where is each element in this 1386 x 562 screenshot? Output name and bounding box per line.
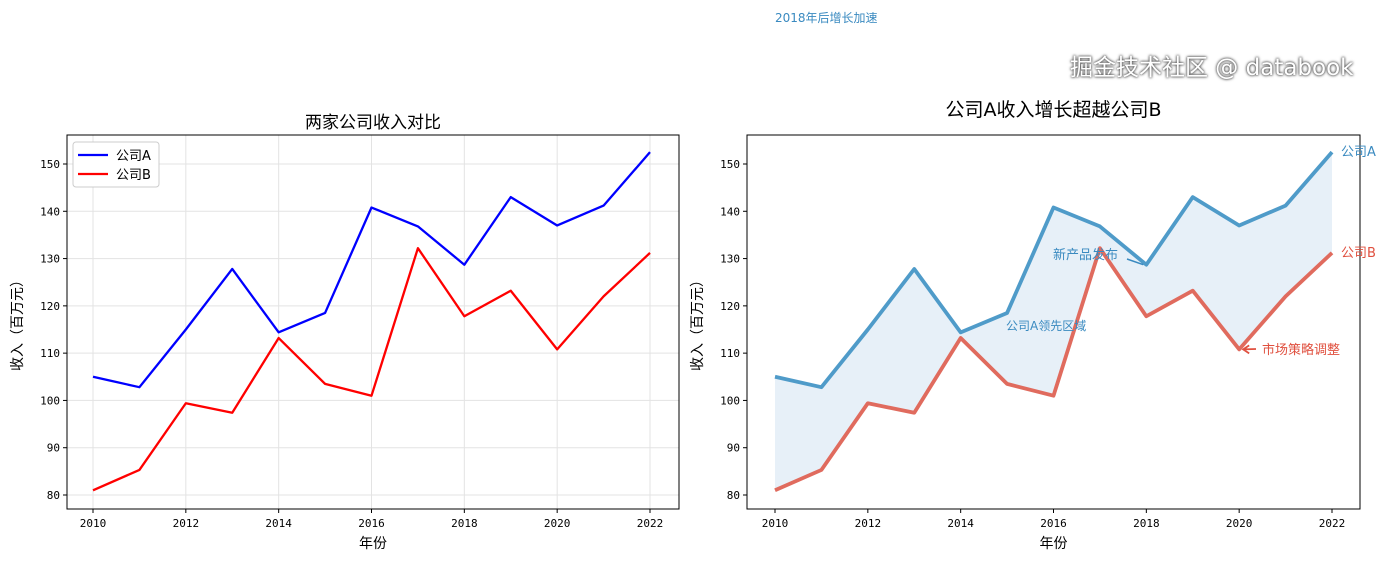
chart1-x-tick-label: 2022 (637, 517, 664, 530)
chart2-x-tick-label: 2018 (1133, 517, 1160, 530)
chart2-x-axis-label: 年份 (1040, 536, 1068, 552)
chart2-fill-between-area (775, 152, 1332, 491)
chart2-y-axis-label: 收入（百万元） (690, 273, 706, 371)
chart1-y-axis-label: 收入（百万元） (10, 273, 26, 371)
chart1-y-tick-label: 80 (47, 489, 60, 502)
chart1-y-tick-label: 100 (40, 394, 60, 407)
chart1-axes-frame (66, 134, 680, 510)
chart2-series-line-a (774, 150, 1334, 390)
legend-label-b: 公司B (116, 168, 151, 183)
chart2-x-tick-label: 2016 (1040, 517, 1067, 530)
chart2-y-tick-label: 110 (720, 347, 740, 360)
legend-box (72, 141, 160, 188)
chart1-x-axis-label: 年份 (359, 536, 387, 552)
chart2-y-tick-label: 120 (720, 300, 740, 313)
chart1-x-tick-label: 2020 (544, 517, 571, 530)
chart1-y-tick-label: 140 (40, 205, 60, 218)
chart2-x-tick-label: 2010 (762, 517, 789, 530)
annotation-strategy: 市场策略调整 (1262, 342, 1340, 358)
chart1-series-line-a (92, 151, 651, 389)
chart2-y-tick-label: 150 (720, 158, 740, 171)
annotation-arrow-new-product (1126, 258, 1144, 266)
chart2-y-tick-label: 130 (720, 253, 740, 266)
watermark: 掘金技术社区 @ databook (1070, 55, 1354, 81)
chart1-title: 两家公司收入对比 (305, 113, 441, 133)
chart1-y-tick-label: 150 (40, 158, 60, 171)
chart2-title: 公司A收入增长超越公司B (945, 99, 1161, 121)
top-annotation: 2018年后增长加速 (775, 11, 878, 25)
series-end-label-b: 公司B (1341, 246, 1376, 261)
chart1-y-tick-label: 90 (47, 442, 60, 455)
chart2-y-tick-label: 100 (720, 394, 740, 407)
annotation-lead-region: 公司A领先区域 (1006, 319, 1086, 333)
chart2-series-line-b (774, 246, 1334, 493)
chart2-x-tick-label: 2012 (855, 517, 882, 530)
chart1-y-tick-label: 120 (40, 300, 60, 313)
chart1-y-tick-label: 110 (40, 347, 60, 360)
chart1-x-tick-label: 2016 (358, 517, 385, 530)
chart1-x-tick-label: 2012 (173, 517, 200, 530)
chart2-x-tick-label: 2020 (1226, 517, 1253, 530)
chart2-y-tick-label: 80 (727, 489, 740, 502)
chart2-y-tick-label: 140 (720, 205, 740, 218)
series-end-label-a: 公司A (1341, 145, 1376, 160)
chart2-x-tick-label: 2022 (1319, 517, 1346, 530)
chart2-x-tick-label: 2014 (947, 517, 974, 530)
annotation-arrow-strategy (1241, 344, 1257, 355)
chart1-x-tick-label: 2018 (451, 517, 478, 530)
chart1-x-tick-label: 2014 (265, 517, 292, 530)
chart2-y-tick-label: 90 (727, 442, 740, 455)
chart1-x-tick-label: 2010 (80, 517, 107, 530)
legend-label-a: 公司A (116, 149, 151, 164)
annotation-new-product: 新产品发布 (1053, 247, 1118, 263)
chart1-y-tick-label: 130 (40, 253, 60, 266)
chart1-series-line-b (92, 247, 651, 492)
